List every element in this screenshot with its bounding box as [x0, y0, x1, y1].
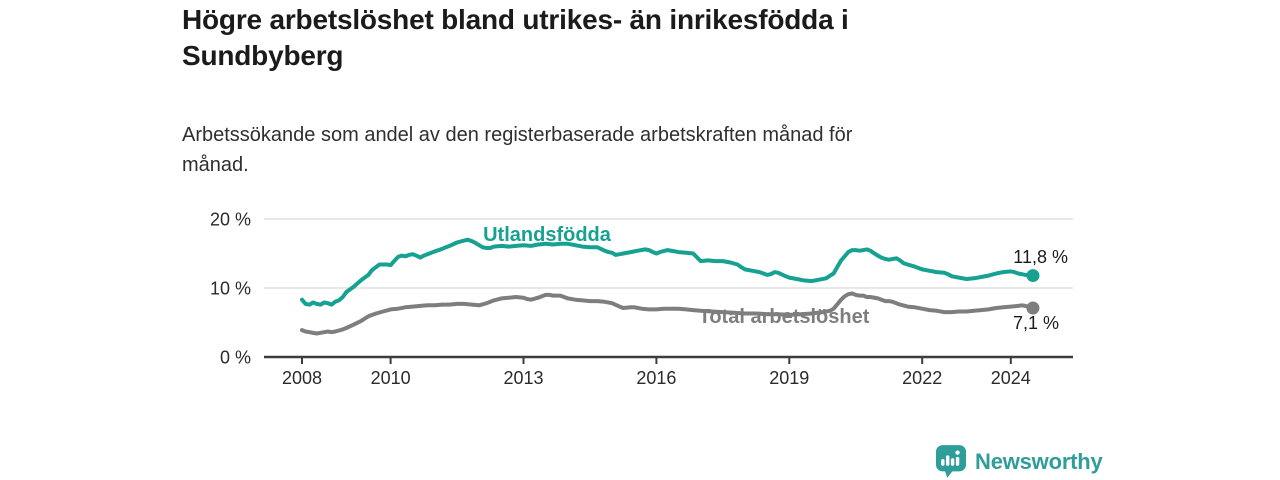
- series-line-total-arbetsl-shet: [300, 291, 1035, 336]
- x-axis-tick-label: 2019: [769, 368, 809, 388]
- newsworthy-brand: Newsworthy: [936, 445, 1103, 478]
- bar-chart-speech-bubble-icon: [936, 445, 966, 478]
- series-label-total-arbetsl-shet: Total arbetslöshet: [699, 306, 870, 328]
- x-axis-tick-label: 2022: [902, 368, 942, 388]
- x-axis-tick-label: 2016: [636, 368, 676, 388]
- series-end-value-label-total-arbetsl-shet: 7,1 %: [1013, 313, 1059, 333]
- series-endpoint-dot-utlandsf-dda: [1026, 269, 1040, 283]
- y-axis-tick-label: 10 %: [210, 279, 251, 299]
- series-label-utlandsf-dda: Utlandsfödda: [483, 224, 612, 246]
- series-line-utlandsf-dda: [300, 237, 1035, 307]
- page-title: Högre arbetslöshet bland utrikes- än inr…: [182, 4, 849, 72]
- x-axis-tick-label: 2008: [282, 368, 322, 388]
- x-axis-tick-label: 2024: [991, 368, 1031, 388]
- y-axis-tick-label: 0 %: [220, 348, 251, 368]
- x-axis-tick-label: 2010: [371, 368, 411, 388]
- chart-subtitle: Arbetssökande som andel av den registerb…: [182, 124, 853, 176]
- newsworthy-logo-text: Newsworthy: [975, 448, 1103, 474]
- series-end-value-label-utlandsf-dda: 11,8 %: [1013, 247, 1068, 267]
- series-endpoint-dot-total-arbetsl-shet: [1026, 301, 1040, 315]
- x-axis-tick-label: 2013: [503, 368, 543, 388]
- y-axis-tick-label: 20 %: [210, 210, 251, 230]
